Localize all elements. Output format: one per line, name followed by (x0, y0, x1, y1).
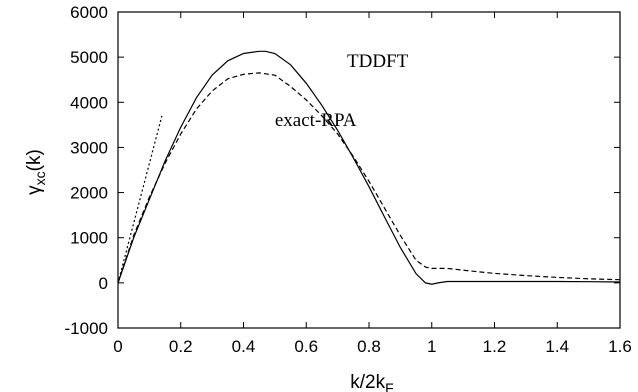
x-tick-label: 1.4 (545, 337, 569, 356)
x-tick-label: 1.6 (608, 337, 632, 356)
x-tick-label: 0.2 (169, 337, 193, 356)
y-axis-title-suffix: (k) (24, 149, 45, 171)
x-tick-label: 0.6 (294, 337, 318, 356)
y-tick-label: -1000 (65, 319, 108, 338)
annotation-label: TDDFT (347, 51, 409, 72)
series-tddft (117, 50, 621, 285)
x-axis-title-main: k/2k (350, 372, 385, 392)
y-axis-title-main: γ (24, 185, 45, 195)
y-tick-label: 0 (99, 274, 108, 293)
x-tick-label: 1 (427, 337, 436, 356)
ticks (117, 11, 621, 329)
x-tick-label: 0.4 (232, 337, 256, 356)
x-axis-title-sub: F (385, 380, 394, 392)
series-dotted-line (117, 115, 163, 284)
y-tick-label: 5000 (70, 48, 108, 67)
y-tick-label: 2000 (70, 184, 108, 203)
y-axis-title: γxc(k) (24, 149, 48, 195)
y-tick-label: 3000 (70, 138, 108, 157)
tick-labels: 0 0.2 0.4 0.6 0.8 1 1.2 1.4 1.6 -1000 0 1000 2000 300… (65, 3, 632, 356)
annotations: TDDFT exact-RPA (275, 51, 409, 131)
annotation-label: exact-RPA (275, 110, 357, 131)
x-tick-label: 0 (113, 337, 122, 356)
y-tick-label: 4000 (70, 93, 108, 112)
series-lines (117, 50, 621, 285)
x-axis-title: k/2kF (350, 372, 393, 392)
y-tick-label: 1000 (70, 229, 108, 248)
x-tick-label: 1.2 (483, 337, 507, 356)
x-tick-label: 0.8 (357, 337, 381, 356)
y-axis-title-sub: xc (32, 171, 48, 185)
series-exact-rpa (117, 72, 621, 284)
y-tick-label: 6000 (70, 3, 108, 22)
